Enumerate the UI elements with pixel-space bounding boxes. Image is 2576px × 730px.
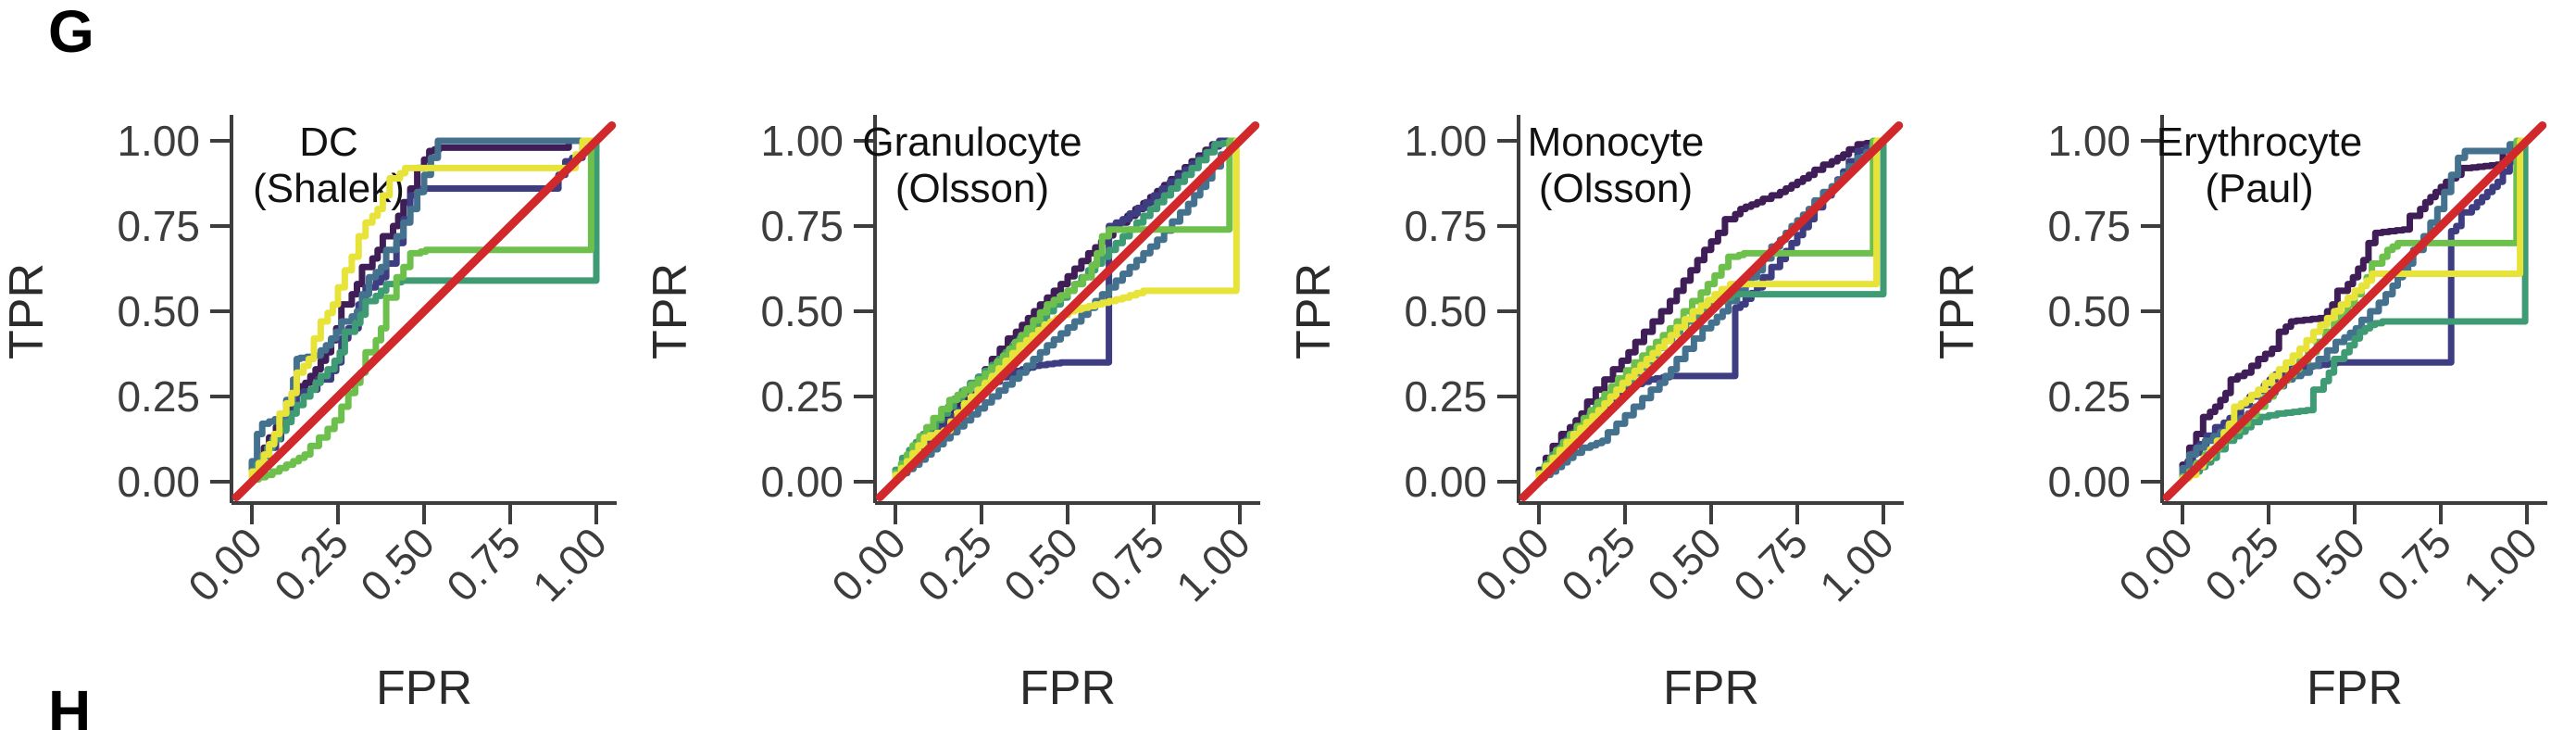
x-tick-label: 1.00 — [523, 518, 616, 610]
roc-curve-dark-purple — [2179, 137, 2531, 485]
y-tick-label: 1.00 — [760, 117, 844, 165]
y-tick-label: 0.75 — [1404, 202, 1487, 250]
roc-chart-granulocyte-olsson: 0.000.250.500.751.000.000.250.500.751.00… — [644, 115, 1260, 715]
x-axis-title: FPR — [2307, 661, 2403, 715]
roc-curve-green — [1535, 137, 1887, 485]
x-tick-label: 0.75 — [2368, 518, 2460, 610]
chance-diagonal-line — [1519, 120, 1904, 502]
x-axis-title: FPR — [376, 661, 472, 715]
x-tick-label: 1.00 — [2454, 518, 2546, 610]
roc-charts-row: 0.00 0.25 0.50 0.75 1.00 0.00 0.25 0.50 0.75 1.00… — [0, 56, 2576, 730]
panel-label-h: H — [48, 678, 92, 730]
y-tick-label: 0.25 — [760, 372, 844, 421]
x-tick-label: 0.50 — [994, 518, 1087, 610]
y-axis-title: TPR — [1931, 263, 1984, 359]
y-tick-label: 0.25 — [2047, 372, 2131, 421]
x-tick-label: 1.00 — [1167, 518, 1259, 610]
y-tick-label: 0.00 — [760, 458, 844, 506]
chart-title-line2: (Shalek) — [253, 166, 405, 211]
y-tick-label: 1.00 — [117, 117, 200, 165]
x-tick-label: 0.25 — [1552, 518, 1644, 610]
x-tick-label: 0.00 — [2109, 518, 2202, 610]
x-tick-label: 0.00 — [1466, 518, 1558, 610]
x-tick-label: 0.75 — [1724, 518, 1817, 610]
y-tick-label: 0.00 — [2047, 458, 2131, 506]
y-tick-label: 0.25 — [117, 372, 200, 421]
roc-curve-yellow — [248, 137, 600, 485]
roc-curve-yellow — [892, 137, 1244, 485]
x-tick-label: 0.25 — [265, 518, 357, 610]
chart-title-line2: (Paul) — [2205, 166, 2313, 211]
y-tick-label: 0.75 — [760, 202, 844, 250]
y-tick-label: 0.75 — [2047, 202, 2131, 250]
chart-title-line2: (Olsson) — [1539, 166, 1693, 211]
x-tick-label: 0.75 — [437, 518, 530, 610]
roc-curve-dark-purple — [1535, 137, 1887, 485]
y-tick-label: 0.00 — [1404, 458, 1487, 506]
x-tick-label: 0.50 — [351, 518, 444, 610]
y-axis-title: TPR — [644, 263, 697, 359]
y-tick-label: 0.50 — [2047, 287, 2131, 335]
y-tick-label: 0.00 — [117, 458, 200, 506]
chart-title-line2: (Olsson) — [895, 166, 1049, 211]
y-tick-label: 0.50 — [760, 287, 844, 335]
y-tick-label: 0.25 — [1404, 372, 1487, 421]
roc-curve-green — [248, 137, 600, 485]
chance-diagonal-line — [2162, 120, 2547, 502]
y-axis-title: TPR — [0, 263, 54, 359]
x-tick-label: 0.00 — [179, 518, 271, 610]
roc-chart-erythrocyte-paul: 0.000.250.500.751.000.000.250.500.751.00… — [1931, 115, 2547, 715]
x-axis-title: FPR — [1663, 661, 1759, 715]
x-axis-title: FPR — [1019, 661, 1116, 715]
x-tick-label: 0.50 — [1638, 518, 1731, 610]
chart-title-line1: Erythrocyte — [2157, 120, 2363, 165]
y-tick-label: 0.75 — [117, 202, 200, 250]
y-tick-label: 1.00 — [2047, 117, 2131, 165]
chart-title-line1: Monocyte — [1528, 120, 1705, 165]
y-tick-label: 0.50 — [117, 287, 200, 335]
chart-title-line1: DC — [299, 120, 358, 165]
roc-chart-dc-shalek: 0.000.250.500.751.000.000.250.500.751.00… — [0, 115, 617, 715]
x-tick-label: 0.75 — [1081, 518, 1173, 610]
x-tick-label: 0.25 — [908, 518, 1001, 610]
chance-diagonal-line — [875, 120, 1260, 502]
panel-label-g: G — [48, 0, 94, 65]
roc-chart-monocyte-olsson: 0.000.250.500.751.000.000.250.500.751.00… — [1287, 115, 1904, 715]
roc-curve-indigo — [2179, 137, 2531, 485]
y-tick-label: 1.00 — [1404, 117, 1487, 165]
roc-curve-yellow — [1535, 137, 1887, 485]
y-axis-title: TPR — [1287, 263, 1341, 359]
chance-diagonal-line — [231, 120, 617, 502]
y-tick-label: 0.50 — [1404, 287, 1487, 335]
x-tick-label: 0.25 — [2195, 518, 2288, 610]
chart-title-line1: Granulocyte — [862, 120, 1082, 165]
x-tick-label: 1.00 — [1810, 518, 1903, 610]
x-tick-label: 0.50 — [2282, 518, 2374, 610]
x-tick-label: 0.00 — [822, 518, 915, 610]
roc-curve-green — [892, 137, 1244, 485]
